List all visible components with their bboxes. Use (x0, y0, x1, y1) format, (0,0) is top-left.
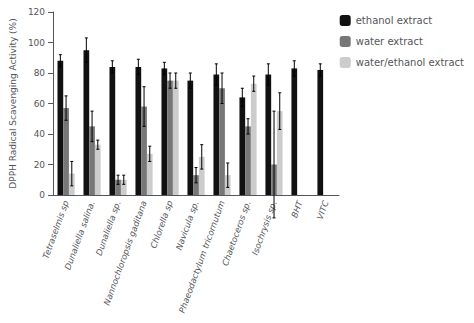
svg-text:water/ethanol extract: water/ethanol extract (356, 57, 464, 68)
svg-text:Phaeodactylum tricornutum: Phaeodactylum tricornutum (177, 199, 227, 314)
svg-text:Dunaliella salina.: Dunaliella salina. (62, 199, 96, 271)
svg-text:DPPH Radical Scavenging Activi: DPPH Radical Scavenging Activity (%) (8, 18, 18, 188)
svg-text:100: 100 (28, 38, 45, 48)
svg-text:Tetraselmis sp: Tetraselmis sp (41, 199, 71, 260)
svg-text:Navicula sp.: Navicula sp. (174, 199, 201, 251)
svg-text:Chaetoceros sp.: Chaetoceros sp. (220, 199, 253, 267)
svg-text:Dunaliella sp.: Dunaliella sp. (94, 199, 123, 257)
svg-text:ethanol extract: ethanol extract (356, 15, 433, 26)
svg-text:20: 20 (34, 160, 46, 170)
svg-text:0: 0 (39, 190, 45, 200)
svg-text:water extract: water extract (356, 36, 423, 47)
svg-text:60: 60 (34, 99, 46, 109)
svg-text:Isochrysis sp.: Isochrysis sp. (249, 199, 279, 257)
svg-text:120: 120 (28, 7, 45, 17)
svg-text:80: 80 (34, 68, 46, 78)
svg-text:40: 40 (34, 129, 46, 139)
svg-text:Nannochloropsis gaditana: Nannochloropsis gaditana (102, 199, 149, 306)
svg-text:Chlorella sp: Chlorella sp (148, 199, 175, 249)
svg-text:BHT: BHT (289, 199, 305, 220)
svg-text:VITC: VITC (315, 199, 331, 221)
